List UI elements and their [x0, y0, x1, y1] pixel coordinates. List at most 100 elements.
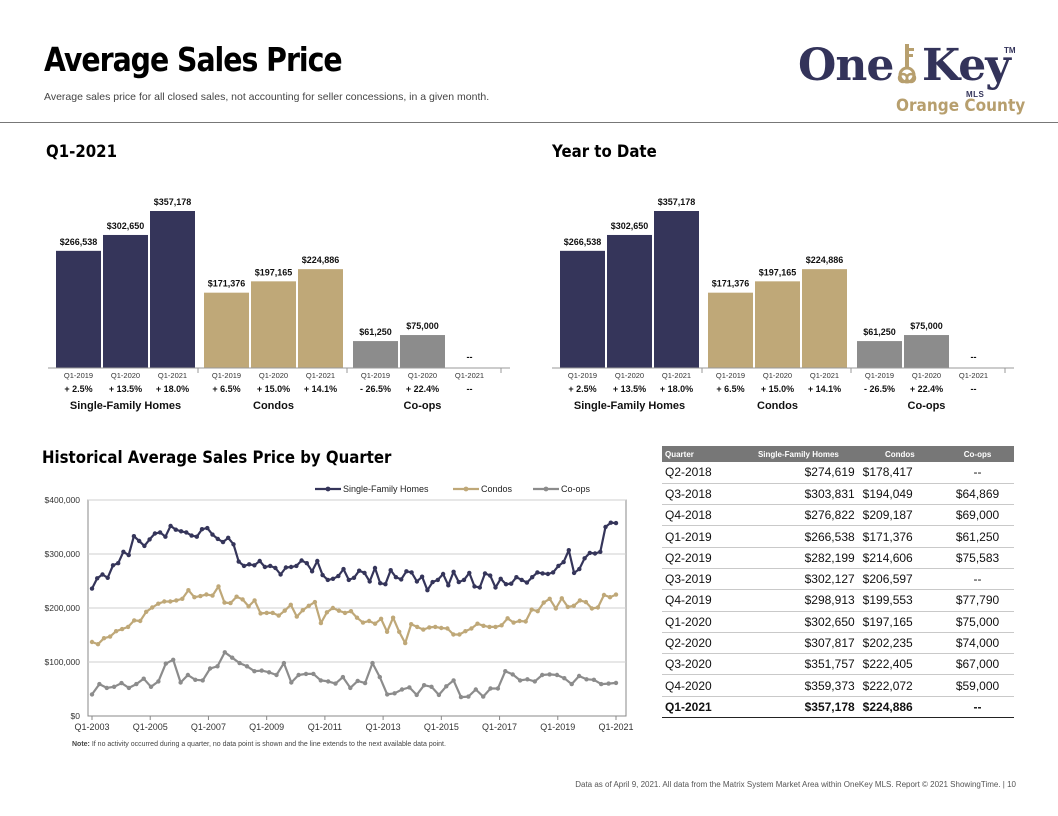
data-point: [210, 532, 215, 537]
group-label: Single-Family Homes: [70, 400, 181, 412]
data-point: [577, 598, 583, 603]
data-point: [178, 529, 184, 534]
x-tick-label: Q1-2019: [568, 371, 597, 380]
bar-value-label: $357,178: [154, 197, 192, 207]
data-point: [315, 558, 320, 564]
data-point: [606, 681, 611, 686]
table-cell-coops: --: [941, 696, 1014, 719]
legend-label: Co-ops: [561, 484, 591, 494]
change-label: - 26.5%: [864, 384, 895, 394]
data-point: [430, 579, 435, 585]
data-point: [446, 583, 451, 588]
group-label: Condos: [253, 400, 294, 412]
table-cell-coops: --: [941, 568, 1014, 591]
change-label: + 14.1%: [808, 384, 841, 394]
data-point: [194, 534, 199, 539]
data-point: [440, 571, 446, 577]
page-subtitle: Average sales price for all closed sales…: [44, 91, 490, 103]
data-point: [311, 671, 316, 677]
data-point: [318, 620, 324, 626]
quarterly-price-table: Quarter Single-Family Homes Condos Co-op…: [662, 446, 1014, 719]
data-point: [101, 636, 107, 641]
data-point: [427, 625, 432, 630]
x-tick-label: Q1-2020: [615, 371, 644, 380]
data-point: [473, 687, 478, 692]
ytd-section-title: Year to Date: [552, 142, 657, 162]
data-point: [598, 549, 603, 554]
data-point: [184, 530, 189, 535]
data-point: [294, 563, 299, 569]
logo-region: Orange County: [896, 96, 1026, 116]
data-point: [247, 562, 252, 567]
data-point: [495, 686, 501, 691]
data-point: [144, 609, 149, 614]
table-cell-sfh: $303,831: [738, 483, 859, 506]
data-point: [228, 600, 233, 606]
data-point: [148, 684, 154, 689]
header-divider: [0, 122, 1058, 123]
data-point: [510, 672, 515, 677]
data-point: [393, 575, 399, 580]
data-point: [326, 679, 331, 684]
table-cell-condos: $199,553: [858, 589, 942, 612]
data-point: [207, 666, 213, 671]
data-point: [163, 534, 168, 539]
data-point: [545, 571, 551, 577]
data-point: [116, 561, 121, 566]
logo-key-text: Key: [922, 40, 1011, 91]
data-point: [351, 575, 357, 580]
data-point: [281, 660, 287, 666]
table-cell-sfh: $357,178: [738, 696, 859, 719]
bar: [708, 292, 753, 368]
data-point: [258, 611, 263, 616]
data-point: [439, 625, 444, 631]
data-point: [273, 565, 278, 571]
data-point: [547, 672, 552, 677]
data-point: [559, 596, 564, 601]
x-tick-label: Q1-2021: [662, 371, 691, 380]
data-point: [171, 657, 176, 662]
historical-section-title: Historical Average Sales Price by Quarte…: [42, 448, 392, 468]
data-point: [451, 632, 456, 637]
data-point: [126, 552, 131, 558]
x-tick-label: Q1-2021: [959, 371, 988, 380]
data-point: [89, 639, 95, 645]
data-point: [299, 558, 304, 563]
data-point: [529, 607, 534, 612]
x-tick-label: Q1-2019: [540, 722, 575, 732]
y-tick-label: $0: [71, 711, 81, 721]
table-cell-coops: $75,583: [941, 547, 1014, 569]
table-cell-condos: $222,405: [858, 653, 942, 676]
bar-value-label: $75,000: [406, 321, 439, 331]
ytd-bar-chart: $266,538 Q1-2019 + 2.5% $302,650 Q1-2020 + 13…: [552, 186, 1022, 436]
x-tick-label: Q1-2019: [716, 371, 745, 380]
logo-one-text: One: [798, 40, 894, 91]
data-point: [603, 524, 608, 530]
table-cell-coops: --: [941, 462, 1014, 484]
data-point: [541, 600, 546, 605]
legend-marker: [325, 486, 331, 492]
data-point: [104, 685, 110, 691]
bar: [103, 234, 148, 368]
table-row: Q1-2019 $266,538 $171,376 $61,250: [662, 525, 1014, 548]
change-label: + 2.5%: [64, 384, 92, 394]
data-point: [138, 618, 143, 624]
change-label: --: [467, 384, 473, 394]
data-point: [240, 597, 245, 602]
data-point: [134, 681, 139, 687]
bar: [857, 341, 902, 368]
bar: [802, 269, 847, 368]
data-point: [367, 579, 372, 584]
data-point: [601, 592, 607, 598]
data-point: [525, 677, 530, 682]
data-point: [210, 593, 215, 598]
data-point: [577, 566, 582, 572]
data-point: [458, 694, 464, 700]
bar: [150, 211, 195, 368]
data-point: [97, 681, 102, 687]
data-point: [366, 618, 372, 624]
data-point: [131, 534, 137, 539]
x-tick-label: Q1-2021: [810, 371, 839, 380]
data-point: [456, 579, 461, 585]
data-point: [415, 624, 420, 630]
